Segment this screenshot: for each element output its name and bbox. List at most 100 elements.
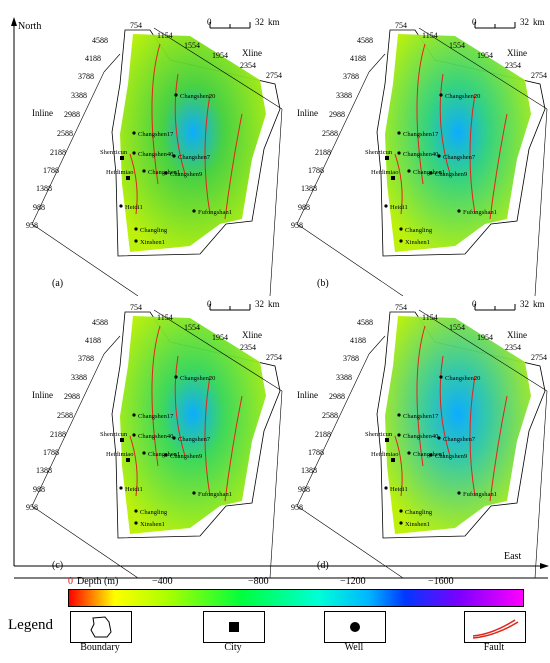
inline-tick: 3388 (71, 91, 87, 100)
well-label: Changshen1 (148, 169, 180, 176)
well-label: Changshen7 (443, 154, 476, 161)
panel-label: (c) (52, 560, 63, 571)
xline-tick: 2754 (266, 71, 282, 80)
scale-value: 32 (255, 299, 264, 309)
map-panel-a: 4588 4188 3788 3388 2988 2588 2188 1788 1388 988 9… (26, 17, 283, 296)
city-marker (385, 438, 389, 442)
fault-line (439, 355, 451, 457)
well-marker (142, 451, 146, 455)
legend-city-box (203, 611, 265, 643)
boundary-icon (90, 616, 112, 638)
city-icon (229, 622, 239, 632)
xline-tick: 2354 (505, 61, 521, 70)
well-marker (439, 375, 443, 379)
well-label: Xinshen1 (405, 239, 430, 246)
fault-line (416, 325, 426, 467)
well-marker (399, 509, 403, 513)
legend-well-label: Well (344, 642, 364, 653)
fault-line (224, 395, 243, 502)
xline-tick: 1154 (157, 313, 173, 322)
well-label: Changshen7 (443, 436, 476, 443)
inline-tick: 3788 (343, 354, 359, 363)
well-label: Changshen20 (445, 375, 480, 382)
fault-line (469, 375, 476, 497)
city-marker (120, 156, 124, 160)
inline-tick: 4188 (350, 54, 366, 63)
inline-tick: 4188 (85, 54, 101, 63)
well-marker (164, 453, 168, 457)
xline-tick: 1154 (157, 31, 173, 40)
well-icon (350, 622, 360, 632)
scale-zero: 0 (472, 17, 477, 27)
depth-surface (385, 34, 531, 252)
inline-tick: 2988 (329, 392, 345, 401)
xline-tick: 754 (395, 21, 407, 30)
well-marker (407, 169, 411, 173)
well-marker (164, 171, 168, 175)
xline-axis-label: Xline (507, 330, 527, 340)
well-marker (429, 171, 433, 175)
panel-label: (b) (317, 278, 329, 289)
xline-tick: 754 (395, 303, 407, 312)
inline-tick: 1788 (308, 166, 324, 175)
inline-tick: 958 (291, 221, 303, 230)
well-marker (119, 204, 123, 208)
well-marker (407, 451, 411, 455)
inline-axis-label: Inline (32, 108, 53, 118)
legend-fault-box (464, 611, 526, 643)
well-label: Changling (140, 227, 168, 234)
well-marker (397, 433, 401, 437)
scale-zero: 0 (207, 299, 212, 309)
well-label: Changshen17 (138, 131, 174, 138)
inline-tick: 2188 (315, 148, 331, 157)
colorbar-tick-0: 0 (68, 576, 73, 587)
well-marker (457, 491, 461, 495)
city-marker (391, 458, 395, 462)
xline-tick: 754 (130, 303, 142, 312)
inline-tick: 2588 (57, 129, 73, 138)
legend-fault-label: Fault (483, 642, 505, 653)
inline-tick: 1788 (43, 448, 59, 457)
xline-tick: 1554 (184, 323, 200, 332)
legend-city-label: City (224, 642, 242, 653)
well-label: Fufongshan1 (198, 491, 232, 498)
fault-line (439, 73, 451, 175)
depth-surface (120, 316, 266, 534)
well-label: Heidi1 (125, 486, 143, 493)
inline-tick: 4588 (92, 36, 108, 45)
well-marker (439, 93, 443, 97)
well-label: Fufongshan1 (198, 209, 232, 216)
inline-tick: 2188 (50, 148, 66, 157)
scale-value: 32 (255, 17, 264, 27)
well-marker (192, 209, 196, 213)
well-label: Changling (140, 509, 168, 516)
well-label: Xinshen1 (405, 521, 430, 528)
well-label: Changshen1 (148, 451, 180, 458)
inline-tick: 2188 (315, 430, 331, 439)
xline-tick: 1554 (449, 323, 465, 332)
well-label: Heidi1 (390, 486, 408, 493)
well-label: Changshen1 (413, 169, 445, 176)
well-marker (429, 453, 433, 457)
well-label: Fufongshan1 (463, 209, 497, 216)
well-marker (142, 169, 146, 173)
inline-tick: 2988 (64, 392, 80, 401)
scale-zero: 0 (472, 299, 477, 309)
xline-tick: 1954 (212, 51, 228, 60)
xline-tick: 2354 (240, 343, 256, 352)
city-label: Shenzicun (100, 149, 128, 156)
well-marker (384, 486, 388, 490)
xline-tick: 1154 (422, 313, 438, 322)
xline-tick: 2754 (266, 353, 282, 362)
inline-tick: 2988 (64, 110, 80, 119)
legend-boundary-label: Boundary (80, 642, 120, 653)
city-label: Shenzicun (365, 149, 393, 156)
inline-tick: 1388 (36, 184, 52, 193)
scale-value: 32 (520, 17, 529, 27)
well-marker (192, 491, 196, 495)
inline-tick: 988 (298, 203, 310, 212)
well-marker (132, 131, 136, 135)
xline-tick: 2754 (531, 71, 547, 80)
map-panel-b: 4588 4188 3788 3388 2988 2588 2188 1788 1388 988 9… (291, 17, 548, 296)
well-label: Changshen40 (138, 433, 173, 440)
